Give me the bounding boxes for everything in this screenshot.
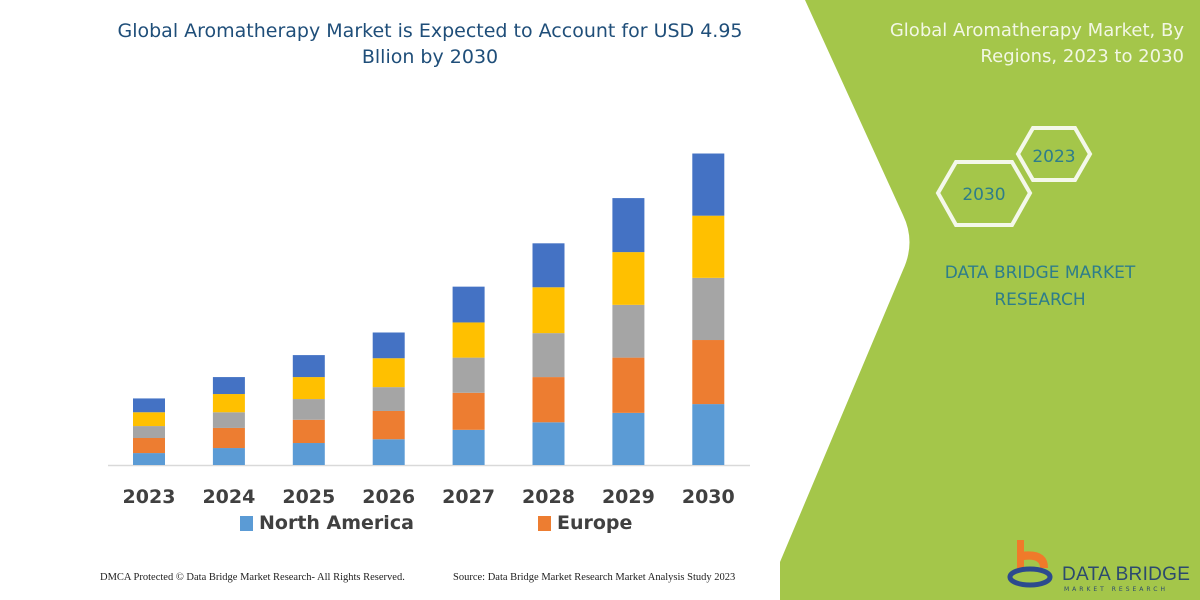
green-panel (780, 0, 1200, 600)
logo-tagline: MARKET RESEARCH (1064, 586, 1168, 593)
bar-segment-2029-4 (612, 198, 645, 253)
bar-segment-2024-3 (212, 394, 245, 413)
legend-swatch (538, 515, 551, 531)
bar-segment-2030-3 (692, 215, 725, 278)
bar-segment-2029-2 (612, 304, 645, 358)
bar-segment-2024-4 (212, 377, 245, 395)
bar-segment-2027-0 (452, 429, 485, 465)
bar-segment-2025-1 (292, 419, 325, 444)
side-panel-title: Global Aromatherapy Market, By Regions, … (889, 20, 1184, 67)
x-tick-label: 2024 (202, 486, 255, 508)
bar-segment-2025-4 (292, 355, 325, 378)
x-tick-label: 2023 (123, 486, 176, 508)
bar-segment-2026-0 (372, 439, 405, 465)
bar-segment-2027-4 (452, 286, 485, 323)
side-panel-brand: DATA BRIDGE MARKET RESEARCH (944, 263, 1136, 310)
hex-label-2030: 2030 (962, 185, 1005, 205)
bar-segment-2023-3 (133, 412, 165, 427)
bar-segment-2028-3 (532, 287, 565, 334)
logo-icon (1007, 540, 1053, 588)
bar-segment-2028-0 (532, 422, 565, 465)
logo-name: DATA BRIDGE (1062, 564, 1191, 585)
bar-segment-2028-1 (532, 377, 565, 423)
x-tick-label: 2027 (442, 486, 495, 508)
bar-segment-2027-3 (452, 322, 485, 358)
legend-item-europe: Europe (538, 512, 632, 534)
bar-segment-2030-0 (692, 404, 725, 465)
bar-segment-2029-3 (612, 252, 645, 305)
legend-label: Europe (557, 512, 633, 534)
footer-source: Source: Data Bridge Market Research Mark… (453, 572, 736, 583)
bar-segment-2025-3 (292, 377, 325, 400)
x-tick-label: 2026 (362, 486, 415, 508)
x-tick-label: 2030 (682, 486, 735, 508)
bar-segment-2027-2 (452, 357, 485, 393)
bar-segment-2028-2 (532, 333, 565, 378)
bar-segment-2024-0 (212, 448, 245, 465)
bar-segment-2026-3 (372, 358, 405, 388)
bar-segment-2024-1 (212, 427, 245, 449)
bar-segment-2025-2 (292, 399, 325, 420)
legend-label: North America (259, 512, 414, 534)
stacked-bar-chart: 2023 2024 2025 2026 2027 2028 2029 2030 (108, 153, 750, 508)
hexagon-2023 (1015, 126, 1093, 182)
bar-segment-2030-2 (692, 277, 725, 341)
x-tick-label: 2029 (602, 486, 655, 508)
x-tick-label: 2025 (282, 486, 335, 508)
legend-swatch (240, 515, 253, 531)
x-tick-label: 2028 (522, 486, 575, 508)
bar-segment-2023-1 (133, 437, 165, 454)
bar-segment-2030-4 (692, 153, 725, 216)
chart-title: Global Aromatherapy Market is Expected t… (117, 20, 743, 68)
bar-segment-2029-1 (612, 357, 645, 413)
bar-segment-2026-1 (372, 410, 405, 440)
bar-segment-2023-0 (133, 453, 165, 465)
bar-segment-2023-2 (133, 426, 165, 438)
bar-segment-2025-0 (292, 443, 325, 465)
bar-segment-2028-4 (532, 243, 565, 288)
bar-segment-2026-2 (372, 387, 405, 411)
hexagon-2030 (935, 160, 1033, 227)
legend-item-north-america: North America (240, 512, 414, 534)
footer-copyright: DMCA Protected © Data Bridge Market Rese… (100, 572, 405, 583)
bar-segment-2030-1 (692, 340, 725, 405)
bar-segment-2023-4 (133, 398, 165, 413)
bar-segment-2026-4 (372, 332, 405, 359)
bar-segment-2027-1 (452, 392, 485, 430)
hex-label-2023: 2023 (1032, 147, 1075, 167)
bar-segment-2024-2 (212, 412, 245, 428)
bar-segment-2029-0 (612, 412, 645, 465)
